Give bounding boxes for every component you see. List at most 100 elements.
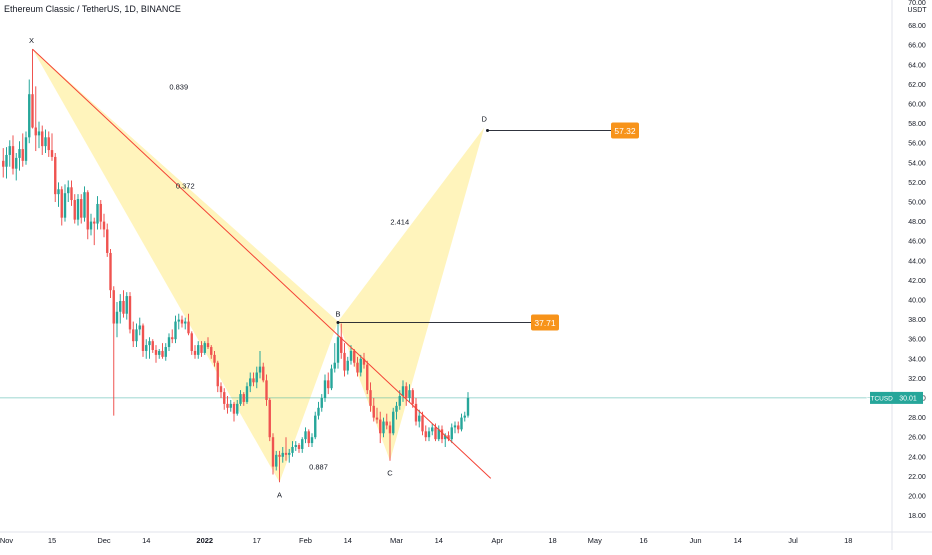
candle (340, 323, 343, 359)
candle-body (421, 415, 424, 432)
candle (197, 341, 200, 359)
candle-body (395, 405, 398, 412)
candle (213, 350, 216, 367)
candle (223, 388, 226, 410)
candle (310, 433, 314, 447)
candle-body (2, 160, 5, 167)
candle-body (281, 452, 284, 457)
candle-body (424, 431, 427, 438)
candle-body (141, 325, 145, 351)
y-tick-label: 44.00 (908, 258, 926, 265)
candle-body (258, 366, 262, 373)
candle (268, 398, 271, 442)
candle-body (226, 403, 229, 408)
candle (418, 409, 421, 428)
candle-body (76, 199, 80, 220)
candle-body (229, 403, 232, 408)
candle-body (63, 193, 67, 218)
candle (31, 49, 34, 129)
candle (327, 372, 330, 395)
y-tick-label: 20.00 (908, 494, 926, 501)
candle (258, 350, 262, 379)
x-tick-label: Jun (689, 536, 701, 545)
candle (301, 437, 304, 453)
candle-body (359, 358, 362, 373)
candle-body (132, 329, 135, 342)
candle-body (223, 392, 226, 404)
candle-body (268, 399, 271, 438)
candle (5, 147, 8, 179)
candle-body (73, 200, 76, 220)
candle-body (115, 311, 119, 324)
candle-body (398, 396, 401, 406)
candle (440, 425, 444, 444)
y-tick-label: 60.00 (908, 102, 926, 109)
candle-body (86, 192, 89, 230)
candle-body (255, 372, 258, 383)
candle (18, 141, 21, 171)
candle (362, 352, 366, 369)
pattern-ratio-label: 2.414 (390, 218, 409, 227)
candle-body (437, 429, 440, 440)
candle (125, 292, 128, 320)
candle (320, 394, 323, 412)
candle-body (297, 445, 301, 449)
candle (89, 213, 93, 236)
candle-body (291, 447, 294, 453)
candle-body (333, 362, 336, 369)
pattern-point-c: C (387, 469, 393, 478)
candle-body (197, 345, 200, 355)
candle-body (323, 380, 327, 398)
candle (96, 196, 99, 230)
candle (41, 125, 44, 155)
candle (63, 184, 67, 222)
candle (180, 315, 184, 328)
candle-body (232, 403, 236, 414)
candle (229, 399, 232, 412)
candle (275, 450, 278, 471)
candle (278, 450, 281, 483)
candle (343, 343, 346, 377)
last-price-ticker-tag (870, 391, 893, 404)
candle (284, 437, 288, 461)
x-tick-label: 14 (435, 536, 443, 545)
candle (203, 341, 206, 355)
candle-body (343, 352, 346, 371)
candle-body (161, 350, 164, 357)
candle (187, 313, 190, 336)
candle-body (320, 398, 323, 408)
candle (375, 407, 379, 424)
candle-body (171, 337, 174, 340)
candle-body (154, 349, 158, 355)
candle-body (379, 419, 382, 434)
candle (281, 447, 284, 463)
candle (252, 372, 255, 387)
candle-body (47, 137, 50, 151)
candle (395, 401, 398, 420)
candle-body (193, 350, 197, 355)
candle-body (18, 149, 21, 158)
x-tick-label: Apr (491, 536, 503, 545)
y-tick-label: 54.00 (908, 160, 926, 167)
x-tick-label: 14 (142, 536, 150, 545)
candle (245, 382, 249, 404)
candle-body (356, 362, 359, 373)
candle-body (31, 94, 34, 128)
candle (171, 329, 174, 344)
candle (193, 345, 197, 359)
candle-body (151, 341, 154, 350)
candle-body (135, 329, 138, 342)
y-tick-label: 26.00 (908, 435, 926, 442)
candle (424, 425, 427, 442)
candle (427, 427, 431, 442)
candle-body (372, 405, 375, 418)
candle-body (83, 192, 86, 218)
y-tick-label: 32.00 (908, 376, 926, 383)
y-tick-label: 48.00 (908, 219, 926, 226)
candle (210, 345, 213, 359)
candle-body (262, 366, 265, 381)
candle-body (336, 337, 340, 363)
candle-body (385, 421, 388, 426)
